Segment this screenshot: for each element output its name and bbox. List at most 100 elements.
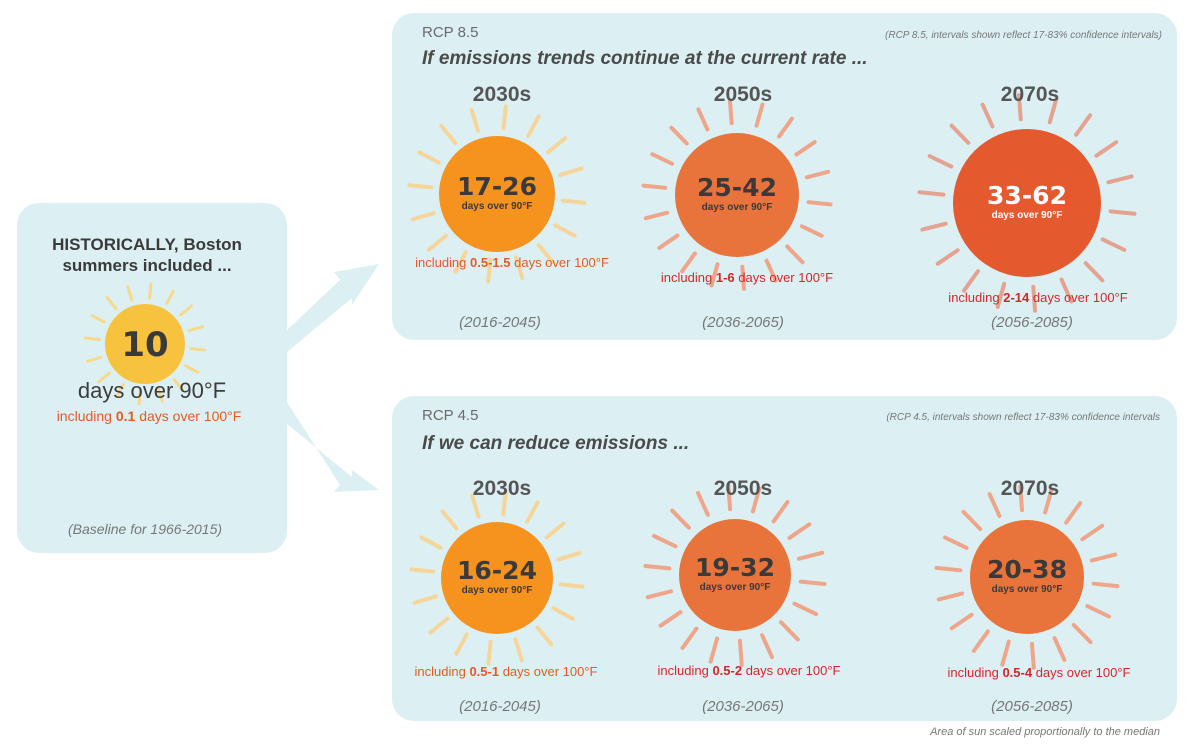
incl-value: 0.5-1.5 [470,255,511,270]
sun-ray [1085,604,1111,619]
sun-ray [486,257,493,284]
rcp85-incl-2050s: including 1-6 days over 100°F [661,270,833,285]
sun-ray [90,314,106,324]
sun-ray [935,248,960,266]
rcp45-period-2030s: (2016-2045) [459,698,541,715]
sun-ray [651,533,678,549]
sun-ray [115,383,125,399]
sun-ray [428,616,450,635]
sun-ray [798,579,827,586]
rcp45-incl-2070s: including 0.5-4 days over 100°F [948,665,1131,680]
rcp45-incl-2050s: including 0.5-2 days over 100°F [658,663,841,678]
sun-disc [105,304,185,384]
sun-ray [737,638,744,667]
sun-ray [987,492,1002,518]
sun-ray [658,610,683,628]
sun-ray [696,490,710,517]
sun-value: 33-62 [987,181,1067,210]
sun-value: 25-42 [697,173,777,202]
sun-ray [1029,641,1036,670]
sun-ray [417,150,441,165]
incl-prefix: including [414,664,470,679]
sun-ray [799,224,824,238]
sun-ray [189,347,207,352]
sun-disc [439,136,555,252]
sun-ray [680,251,697,274]
rcp45-scenario: If we can reduce emissions ... [422,433,690,454]
sun-disc [970,520,1084,634]
rcp85-label: RCP 8.5 [422,24,479,41]
sun-value: 16-24 [457,556,537,585]
sun-ray [486,639,493,666]
rcp45-decade-2050s: 2050s [713,477,773,500]
sun-ray [407,183,434,190]
sun-ray [137,388,142,406]
historical-including: including 0.1 days over 100°F [57,408,242,424]
sun-ray [1080,523,1105,542]
sun-ray [1016,93,1023,122]
sun-ray [641,183,668,190]
sun-ray [643,210,670,221]
sun-ray [920,221,948,232]
sun-ray [1043,487,1054,515]
incl-value: 0.5-1 [469,664,500,679]
historical-sun: 10 [83,282,207,406]
rcp85-period-2050s: (2036-2065) [702,314,784,331]
sun-disc [953,129,1101,277]
sun-ray [97,371,111,384]
sun-ray [148,282,153,300]
sun-ray [412,594,438,605]
sun-ray [126,285,134,302]
sun-ray [1083,261,1105,283]
incl-prefix: including [948,290,1004,305]
rcp85-note: (RCP 8.5, intervals shown reflect 17-83%… [885,30,1162,41]
incl-suffix: days over 100°F [1032,665,1131,680]
sun-ray [551,606,575,621]
sun-ray [934,565,963,573]
sun-ray [754,102,765,128]
sun-ray [708,636,720,664]
sun-ray [409,567,436,574]
rcp45-note: (RCP 4.5, intervals shown reflect 17-83%… [886,412,1160,423]
sun-ray [83,336,101,341]
sun-ray [439,123,458,145]
incl-prefix: including [415,255,471,270]
arrow-up [287,264,379,352]
rcp45-period-2070s: (2056-2085) [991,698,1073,715]
incl-suffix: days over 100°F [734,270,834,285]
sun-ray [525,500,540,524]
rcp45-incl-2030s: including 0.5-1 days over 100°F [415,664,598,679]
historical-days-label: days over 90°F [77,378,227,403]
sun-unit-label: days over 90°F [700,582,771,593]
rcp85-decade-2030s: 2030s [472,83,532,106]
sun-disc [441,522,553,634]
sun-ray [943,535,969,550]
sun-ray [501,104,508,131]
footnote: Area of sun scaled proportionally to the… [930,726,1160,738]
sun-ray [927,154,954,169]
sun-ray [696,107,710,132]
rcp85-decade-2070s: 2070s [1000,83,1060,106]
rcp85-period-2070s: (2056-2085) [991,314,1073,331]
incl-value: 0.5-2 [712,663,743,678]
sun-ray [777,116,794,139]
historical-heading: HISTORICALLY, Boston summers included ..… [52,235,242,275]
sun-ray [501,490,508,517]
rcp45-decade-2070s: 2070s [1000,477,1060,500]
sun-ray [187,325,204,333]
sun-ray [453,250,468,274]
sun-ray [794,140,817,157]
sun-ray [980,102,995,129]
incl-prefix: including [56,408,116,424]
sun-ray [787,522,812,540]
incl-value: 1-6 [715,270,735,285]
sun-ray [949,123,971,145]
sun-ray [669,125,689,146]
arrow-down [287,402,379,492]
sun-ray [1071,622,1093,645]
incl-suffix: days over 100°F [742,663,841,678]
sun-ray [553,223,577,238]
